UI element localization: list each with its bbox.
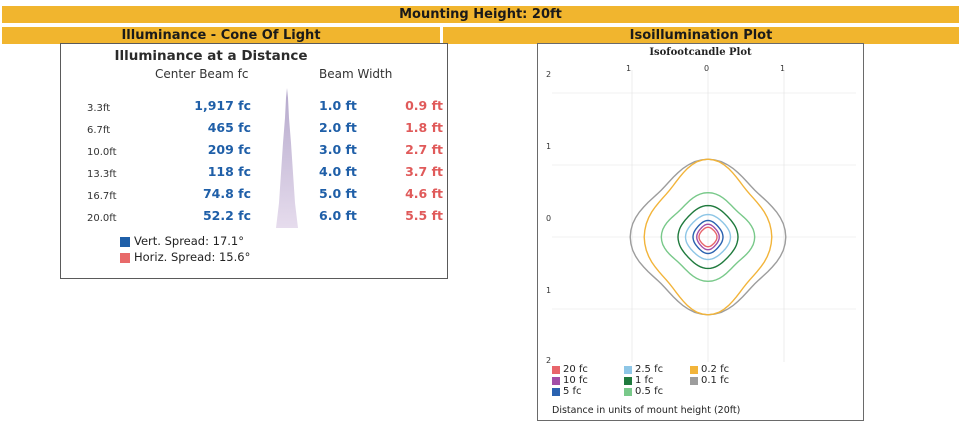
center-beam-value: 52.2 fc <box>202 208 251 223</box>
isofootcandle-chart <box>552 70 856 362</box>
y-tick-label: 0 <box>546 214 552 223</box>
y-tick-label: 2 <box>546 70 552 79</box>
legend-swatch <box>552 388 560 396</box>
x-tick-label: 0 <box>704 64 710 73</box>
plot-title: Isofootcandle Plot <box>649 47 752 58</box>
center-beam-value: 1,917 fc <box>194 98 251 113</box>
contour-0-1-fc-line <box>629 158 787 316</box>
cone-of-light-header: Illuminance - Cone Of Light <box>2 27 440 44</box>
distance-label: 10.0ft <box>87 147 117 158</box>
vert-width-value: 6.0 ft <box>319 208 357 223</box>
cone-of-light-panel: Illuminance at a Distance Center Beam fc… <box>60 43 448 279</box>
isoillumination-header: Isoillumination Plot <box>443 27 959 44</box>
cone-graphic <box>276 88 298 228</box>
mounting-height-header: Mounting Height: 20ft <box>2 6 959 23</box>
legend-label: 10 fc <box>563 375 588 386</box>
vert-width-value: 4.0 ft <box>319 164 357 179</box>
y-tick-label: 1 <box>546 142 552 151</box>
plot-footnote: Distance in units of mount height (20ft) <box>552 405 741 416</box>
vert-width-value: 5.0 ft <box>319 186 357 201</box>
plot-grid <box>552 70 856 362</box>
vert-spread-label: Vert. Spread: 17.1° <box>134 234 244 248</box>
horiz-width-value: 5.5 ft <box>405 208 443 223</box>
contour-1-fc-line <box>677 204 739 270</box>
y-tick-label: 2 <box>546 356 552 365</box>
horiz-width-value: 0.9 ft <box>405 98 443 113</box>
contour-0-5-fc-line <box>660 191 756 283</box>
x-tick-label: 1 <box>626 64 632 73</box>
legend-swatch <box>624 377 632 385</box>
horiz-spread-swatch <box>120 253 130 263</box>
legend-label: 1 fc <box>635 375 654 386</box>
vert-spread-swatch <box>120 237 130 247</box>
horiz-width-value: 3.7 ft <box>405 164 443 179</box>
legend-swatch <box>552 366 560 374</box>
legend-label: 0.5 fc <box>635 386 664 397</box>
x-tick-label: 1 <box>780 64 786 73</box>
contour-0-2-fc-line <box>643 158 773 316</box>
legend-swatch <box>552 377 560 385</box>
beam-width-column-header: Beam Width <box>319 67 393 81</box>
vert-width-value: 2.0 ft <box>319 120 357 135</box>
legend-swatch <box>690 377 698 385</box>
vert-width-value: 1.0 ft <box>319 98 357 113</box>
isofootcandle-plot-panel: Isofootcandle Plot 1 0 1 2 1 0 1 2 20 fc… <box>537 43 864 421</box>
contour-2-5-fc-line <box>684 213 732 261</box>
horiz-width-value: 2.7 ft <box>405 142 443 157</box>
horiz-width-value: 1.8 ft <box>405 120 443 135</box>
distance-label: 3.3ft <box>87 103 111 114</box>
center-beam-value: 209 fc <box>207 142 251 157</box>
y-tick-label: 1 <box>546 286 552 295</box>
horiz-spread-label: Horiz. Spread: 15.6° <box>134 250 251 264</box>
distance-label: 20.0ft <box>87 213 117 224</box>
center-beam-column-header: Center Beam fc <box>155 67 249 81</box>
legend-label: 20 fc <box>563 364 588 375</box>
contour-10-fc-line <box>696 223 720 251</box>
legend-swatch <box>690 366 698 374</box>
legend-swatch <box>624 366 632 374</box>
legend-swatch <box>624 388 632 396</box>
contour-5-fc-line <box>692 219 724 255</box>
center-beam-value: 465 fc <box>207 120 251 135</box>
distance-label: 6.7ft <box>87 125 111 136</box>
distance-label: 16.7ft <box>87 191 117 202</box>
center-beam-value: 118 fc <box>207 164 251 179</box>
legend-label: 0.2 fc <box>701 364 730 375</box>
distance-label: 13.3ft <box>87 169 117 180</box>
legend-label: 2.5 fc <box>635 364 664 375</box>
legend-label: 0.1 fc <box>701 375 730 386</box>
cone-title: Illuminance at a Distance <box>114 48 308 64</box>
legend-label: 5 fc <box>563 386 582 397</box>
center-beam-value: 74.8 fc <box>202 186 251 201</box>
vert-width-value: 3.0 ft <box>319 142 357 157</box>
contour-20-fc-line <box>698 226 718 248</box>
horiz-width-value: 4.6 ft <box>405 186 443 201</box>
